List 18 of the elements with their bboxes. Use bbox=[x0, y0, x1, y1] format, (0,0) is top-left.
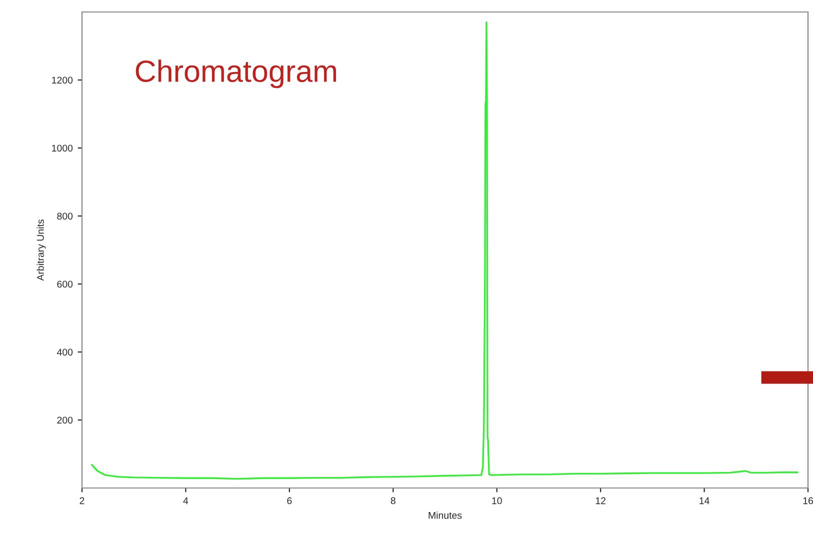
y-tick-label: 1000 bbox=[52, 144, 73, 152]
y-tick-label: 200 bbox=[57, 416, 73, 424]
x-tick-label: 12 bbox=[596, 497, 606, 504]
x-tick-label: 10 bbox=[492, 497, 502, 504]
x-tick-label: 16 bbox=[803, 497, 813, 504]
line-series bbox=[91, 21, 798, 480]
y-tick-label: 800 bbox=[57, 212, 73, 220]
x-tick-label: 8 bbox=[390, 497, 396, 504]
y-tick-label: 1200 bbox=[52, 76, 73, 84]
x-tick-label: 2 bbox=[80, 497, 84, 504]
x-tick-label: 14 bbox=[700, 497, 710, 504]
x-tick-label: 6 bbox=[287, 497, 292, 504]
x-axis-title: Minutes bbox=[428, 512, 462, 519]
y-axis-title: Arbitrary Units bbox=[36, 220, 46, 281]
y-tick-label: 400 bbox=[56, 348, 73, 356]
annotation: Chromatogram bbox=[136, 60, 336, 88]
y-tick-label: 600 bbox=[57, 280, 73, 288]
x-tick-label: 4 bbox=[183, 497, 188, 504]
